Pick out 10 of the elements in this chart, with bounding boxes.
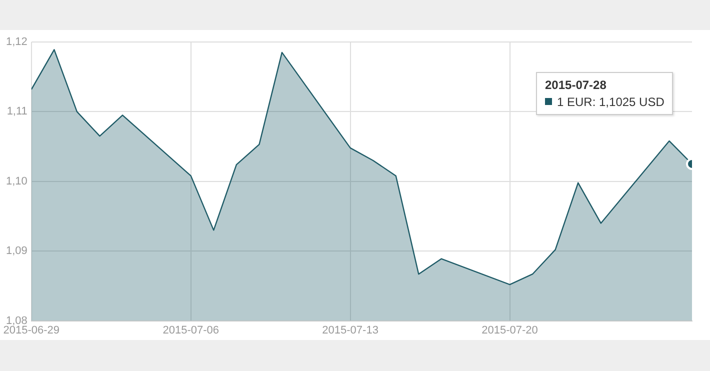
- x-tick-label: 2015-07-20: [482, 324, 538, 336]
- x-tick-label: 2015-07-13: [322, 324, 378, 336]
- x-tick-label: 2015-07-06: [162, 324, 220, 336]
- x-tick-label: 2015-06-29: [3, 324, 60, 336]
- annotation: 2015-07-28 1 EUR: 1,1025 USD: [545, 78, 664, 109]
- y-tick-label: 1,08: [6, 314, 28, 327]
- y-tick-label: 1,09: [6, 245, 28, 258]
- y-tick-label: 1,12: [6, 36, 28, 48]
- y-tick-label: 1,10: [6, 175, 28, 188]
- y-tick-label: 1,11: [6, 106, 28, 118]
